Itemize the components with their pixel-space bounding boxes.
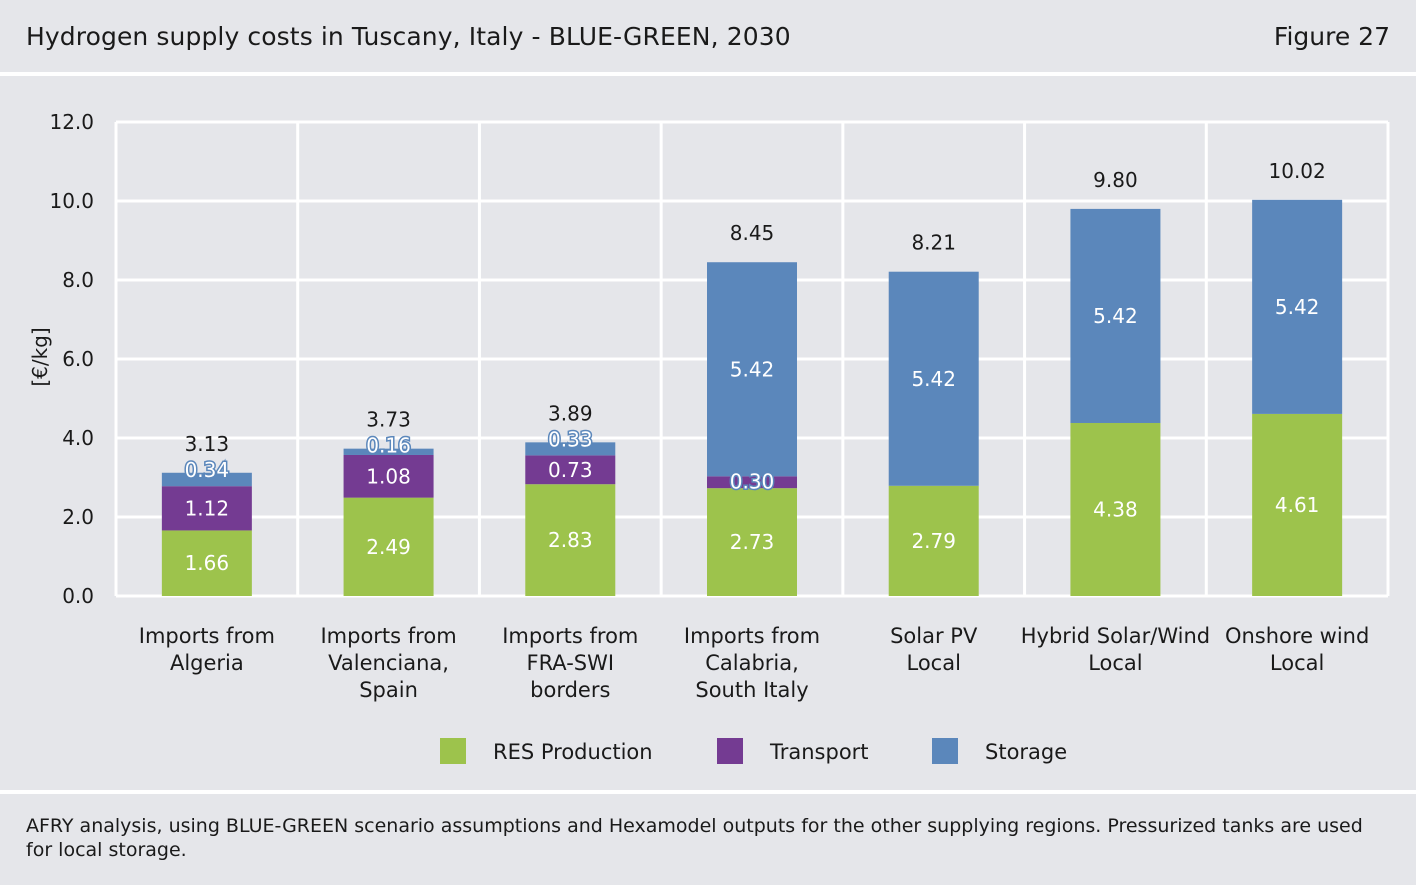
legend-label: Storage bbox=[985, 740, 1067, 764]
bar-value-label: 4.61 bbox=[1275, 493, 1320, 517]
bar-value-label: 0.16 bbox=[366, 434, 411, 458]
bar-total-label: 3.13 bbox=[185, 432, 230, 456]
bar-value-label: 5.42 bbox=[1275, 295, 1320, 319]
legend-label: RES Production bbox=[493, 740, 653, 764]
y-tick-label: 2.0 bbox=[62, 505, 94, 529]
bar-total-label: 3.73 bbox=[366, 408, 411, 432]
y-tick-label: 12.0 bbox=[49, 110, 94, 134]
y-axis-label: [€/kg] bbox=[28, 327, 52, 386]
bar-segment bbox=[525, 484, 616, 596]
bar-value-label: 1.66 bbox=[185, 551, 230, 575]
category-label: Local bbox=[1270, 651, 1324, 675]
y-tick-label: 4.0 bbox=[62, 426, 94, 450]
bar-segment bbox=[161, 486, 252, 531]
bar-segment bbox=[1252, 413, 1343, 596]
category-label: Algeria bbox=[170, 651, 244, 675]
category-label: Hybrid Solar/Wind bbox=[1021, 624, 1210, 648]
legend-swatch bbox=[932, 738, 958, 764]
category-label: South Italy bbox=[695, 678, 808, 702]
bar-value-label: 0.73 bbox=[548, 458, 593, 482]
bar-segment bbox=[525, 455, 616, 485]
category-label: Local bbox=[906, 651, 960, 675]
y-tick-label: 0.0 bbox=[62, 584, 94, 608]
bar-segment bbox=[707, 262, 797, 477]
category-label: Solar PV bbox=[890, 624, 978, 648]
bar-segment bbox=[707, 488, 797, 596]
bar-value-label: 5.42 bbox=[911, 367, 956, 391]
bar-value-label: 2.79 bbox=[911, 529, 956, 553]
bar-total-label: 8.45 bbox=[730, 221, 775, 245]
bar-value-label: 0.30 bbox=[730, 469, 775, 493]
bar-value-label: 0.34 bbox=[185, 458, 230, 482]
bar-segment bbox=[1252, 199, 1343, 414]
legend-swatch bbox=[440, 738, 466, 764]
source-note: AFRY analysis, using BLUE-GREEN scenario… bbox=[26, 815, 1363, 861]
chart-title: Hydrogen supply costs in Tuscany, Italy … bbox=[26, 22, 791, 51]
category-label: Spain bbox=[359, 678, 418, 702]
chart-header: Hydrogen supply costs in Tuscany, Italy … bbox=[0, 0, 1416, 74]
category-label: Imports from bbox=[320, 624, 456, 648]
category-label: Onshore wind bbox=[1225, 624, 1369, 648]
bar-value-label: 1.08 bbox=[366, 464, 411, 488]
bar-segment bbox=[707, 476, 797, 489]
category-label: Imports from bbox=[684, 624, 820, 648]
bar-total-label: 3.89 bbox=[548, 401, 593, 425]
bar-value-label: 4.38 bbox=[1093, 497, 1138, 521]
bar-segment bbox=[888, 485, 979, 596]
bar-total-label: 8.21 bbox=[911, 231, 956, 255]
bar-segment bbox=[343, 454, 434, 498]
bar-value-label: 1.12 bbox=[185, 496, 230, 520]
legend-label: Transport bbox=[769, 740, 869, 764]
footer-divider bbox=[0, 790, 1416, 794]
stacked-bar-chart: 0.0 2.0 4.0 6.0 8.0 10.0 12.0 [€/kg] 1.66 1.12 0.3… bbox=[28, 110, 1390, 764]
category-label: Local bbox=[1088, 651, 1142, 675]
bar-value-label: 5.42 bbox=[1093, 304, 1138, 328]
category-label: Calabria, bbox=[705, 651, 799, 675]
bar-value-label: 0.33 bbox=[548, 427, 593, 451]
y-tick-label: 10.0 bbox=[49, 189, 94, 213]
bar-segment bbox=[343, 448, 434, 455]
legend-swatch bbox=[717, 738, 743, 764]
bar-segment bbox=[1070, 422, 1161, 596]
bar-segment bbox=[525, 442, 616, 456]
header-divider bbox=[0, 72, 1416, 76]
category-label: Imports from bbox=[502, 624, 638, 648]
category-label: FRA-SWI bbox=[526, 651, 614, 675]
bar-value-label: 2.83 bbox=[548, 528, 593, 552]
bar-value-label: 5.42 bbox=[730, 357, 775, 381]
bar-total-label: 10.02 bbox=[1269, 159, 1326, 183]
category-label: Valenciana, bbox=[328, 651, 449, 675]
bar-segment bbox=[1070, 208, 1161, 423]
y-tick-label: 6.0 bbox=[62, 347, 94, 371]
bar-segment bbox=[161, 472, 252, 487]
figure-label: Figure 27 bbox=[1273, 22, 1390, 51]
bar-total-label: 9.80 bbox=[1093, 168, 1138, 192]
bar-segment bbox=[161, 530, 252, 596]
category-label: borders bbox=[530, 678, 610, 702]
bar-value-label: 2.49 bbox=[366, 535, 411, 559]
bar-value-label: 2.73 bbox=[730, 530, 775, 554]
category-label: Imports from bbox=[139, 624, 275, 648]
bar-segment bbox=[343, 497, 434, 596]
y-tick-label: 8.0 bbox=[62, 268, 94, 292]
bar-segment bbox=[888, 271, 979, 486]
